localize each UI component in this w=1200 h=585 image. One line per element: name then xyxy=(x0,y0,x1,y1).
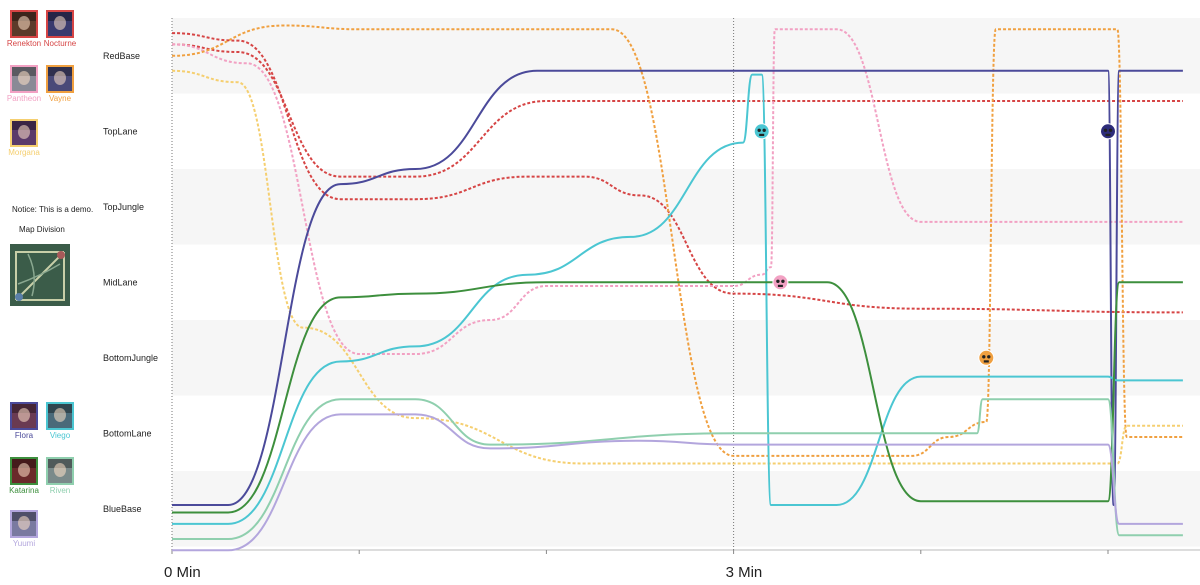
series-line-riven[interactable] xyxy=(171,398,1183,540)
champion-portrait-icon xyxy=(10,65,38,93)
champion-vayne[interactable]: Vayne xyxy=(40,65,80,104)
row-band xyxy=(172,471,1200,547)
row-band xyxy=(172,18,1200,94)
champion-name: Yuumi xyxy=(12,539,36,548)
death-skull-icon[interactable] xyxy=(1100,123,1116,140)
series-line-flora[interactable] xyxy=(172,69,1183,507)
champion-morgana[interactable]: Morgana xyxy=(4,119,44,158)
champion-name: Katarina xyxy=(9,486,39,495)
series-line-yuumi[interactable] xyxy=(171,413,1183,552)
champion-name: Pantheon xyxy=(6,94,42,103)
champion-portrait-icon xyxy=(10,457,38,485)
y-category-label: BlueBase xyxy=(103,504,142,514)
champion-portrait-icon xyxy=(46,10,74,38)
champion-name: Flora xyxy=(14,431,34,440)
legend-panel: Renekton Nocturne Pantheon Vayne Morgana Not… xyxy=(0,0,100,585)
y-category-label: TopLane xyxy=(103,126,138,136)
demo-notice: Notice: This is a demo. xyxy=(12,205,94,214)
map-division-label: Map Division xyxy=(19,225,65,234)
y-category-label: RedBase xyxy=(103,51,140,61)
champion-yuumi[interactable]: Yuumi xyxy=(4,510,44,549)
champion-portrait-icon xyxy=(10,10,38,38)
champion-viego[interactable]: Viego xyxy=(40,402,80,441)
champion-portrait-icon xyxy=(46,457,74,485)
champion-portrait-icon xyxy=(46,402,74,430)
champion-portrait-icon xyxy=(46,65,74,93)
y-category-label: TopJungle xyxy=(103,202,144,212)
death-skull-icon[interactable] xyxy=(772,274,789,291)
series-line-nocturne[interactable] xyxy=(171,32,1183,314)
champion-name: Viego xyxy=(49,431,71,440)
champion-riven[interactable]: Riven xyxy=(40,457,80,496)
champion-name: Morgana xyxy=(8,148,40,157)
x-tick-label: 3 Min xyxy=(726,564,763,581)
row-band xyxy=(172,320,1200,396)
row-band xyxy=(172,169,1200,245)
series-line-viego[interactable] xyxy=(171,73,1183,525)
minimap-thumbnail[interactable] xyxy=(10,244,70,306)
champion-portrait-icon xyxy=(10,119,38,147)
y-category-label: BottomJungle xyxy=(103,353,158,363)
champion-name: Renekton xyxy=(6,39,42,48)
champion-portrait-icon xyxy=(10,510,38,538)
champion-renekton[interactable]: Renekton xyxy=(4,10,44,49)
series-line-vayne[interactable] xyxy=(171,24,1183,457)
champion-name: Vayne xyxy=(48,94,72,103)
champion-name: Riven xyxy=(49,486,71,495)
death-skull-icon[interactable] xyxy=(753,123,770,140)
champion-flora[interactable]: Flora xyxy=(4,402,44,441)
minimap-graphic xyxy=(10,244,70,306)
champion-katarina[interactable]: Katarina xyxy=(4,457,44,496)
x-tick-label: 0 Min xyxy=(164,564,201,581)
champion-nocturne[interactable]: Nocturne xyxy=(40,10,80,49)
champion-portrait-icon xyxy=(10,402,38,430)
y-category-label: MidLane xyxy=(103,277,138,287)
champion-pantheon[interactable]: Pantheon xyxy=(4,65,44,104)
champion-name: Nocturne xyxy=(43,39,77,48)
y-category-label: BottomLane xyxy=(103,428,152,438)
death-skull-icon[interactable] xyxy=(978,349,995,366)
series-line-renekton[interactable] xyxy=(171,43,1183,178)
series-line-morgana[interactable] xyxy=(171,69,1183,465)
